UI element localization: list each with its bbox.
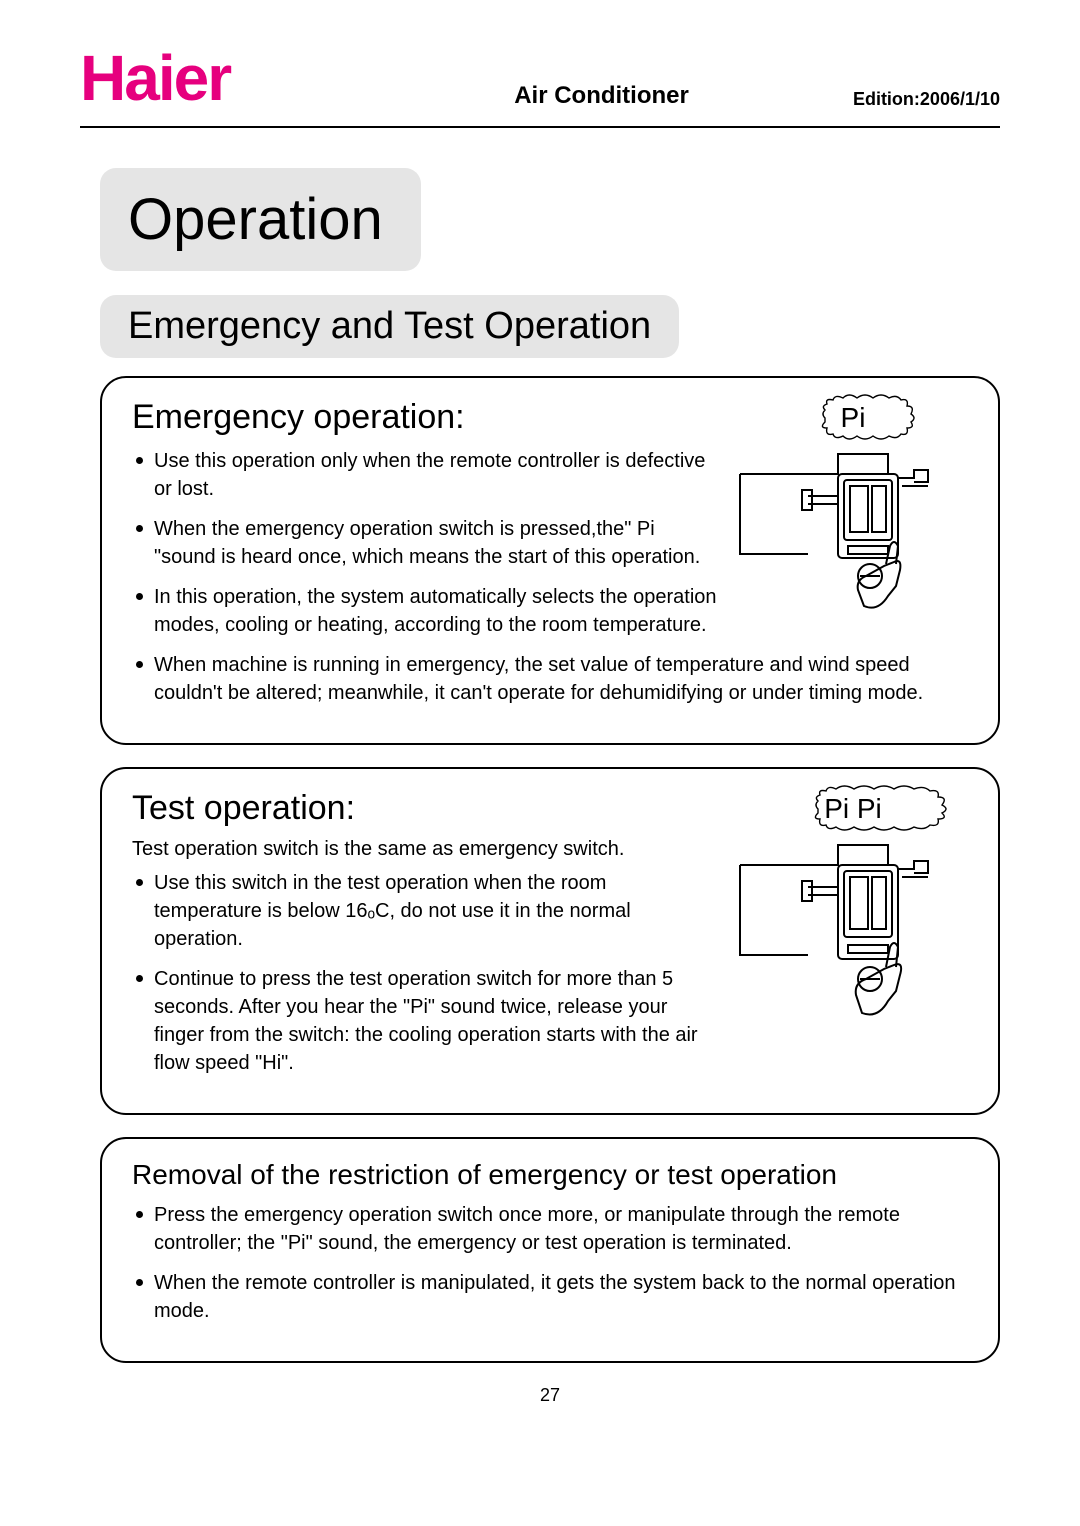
header-product: Air Conditioner — [230, 82, 853, 110]
test-figure: Pi Pi — [738, 789, 968, 1027]
page: Haier Air Conditioner Edition:2006/1/10 … — [0, 0, 1080, 1526]
removal-bullets: Press the emergency operation switch onc… — [132, 1201, 968, 1325]
header-edition: Edition:2006/1/10 — [853, 89, 1000, 110]
emergency-panel: Emergency operation: Use this operation … — [100, 376, 1000, 745]
list-item: When the emergency operation switch is p… — [132, 515, 718, 571]
sound-label: Pi Pi — [824, 793, 882, 824]
list-item: In this operation, the system automatica… — [132, 583, 718, 639]
list-item: Use this switch in the test operation wh… — [132, 869, 718, 953]
sound-label: Pi — [841, 402, 866, 433]
content: Operation Emergency and Test Operation E… — [80, 168, 1000, 1406]
test-text-col: Test operation: Test operation switch is… — [132, 789, 718, 1089]
test-panel: Test operation: Test operation switch is… — [100, 767, 1000, 1115]
page-number: 27 — [100, 1385, 1000, 1406]
test-intro: Test operation switch is the same as eme… — [132, 838, 718, 861]
emergency-text-col: Emergency operation: Use this operation … — [132, 398, 718, 651]
sound-bubble-pi: Pi — [823, 398, 884, 438]
list-item: Press the emergency operation switch onc… — [132, 1201, 968, 1257]
test-bullets: Use this switch in the test operation wh… — [132, 869, 718, 1077]
list-item: Use this operation only when the remote … — [132, 447, 718, 503]
emergency-figure: Pi — [738, 398, 968, 616]
header-rule — [80, 126, 1000, 128]
sound-bubble-pipi: Pi Pi — [816, 789, 890, 829]
device-diagram — [738, 446, 968, 616]
list-item: Continue to press the test operation swi… — [132, 965, 718, 1077]
page-header: Haier Air Conditioner Edition:2006/1/10 — [80, 40, 1000, 110]
test-heading: Test operation: — [132, 789, 718, 828]
removal-panel: Removal of the restriction of emergency … — [100, 1137, 1000, 1363]
section-subtitle: Emergency and Test Operation — [100, 295, 679, 358]
emergency-bullets-full: When machine is running in emergency, th… — [132, 651, 968, 707]
brand-logo: Haier — [80, 46, 230, 110]
device-diagram — [738, 837, 968, 1027]
emergency-bullets-left: Use this operation only when the remote … — [132, 447, 718, 639]
emergency-heading: Emergency operation: — [132, 398, 718, 437]
removal-heading: Removal of the restriction of emergency … — [132, 1159, 968, 1191]
list-item: When machine is running in emergency, th… — [132, 651, 968, 707]
list-item: When the remote controller is manipulate… — [132, 1269, 968, 1325]
page-title: Operation — [100, 168, 421, 271]
